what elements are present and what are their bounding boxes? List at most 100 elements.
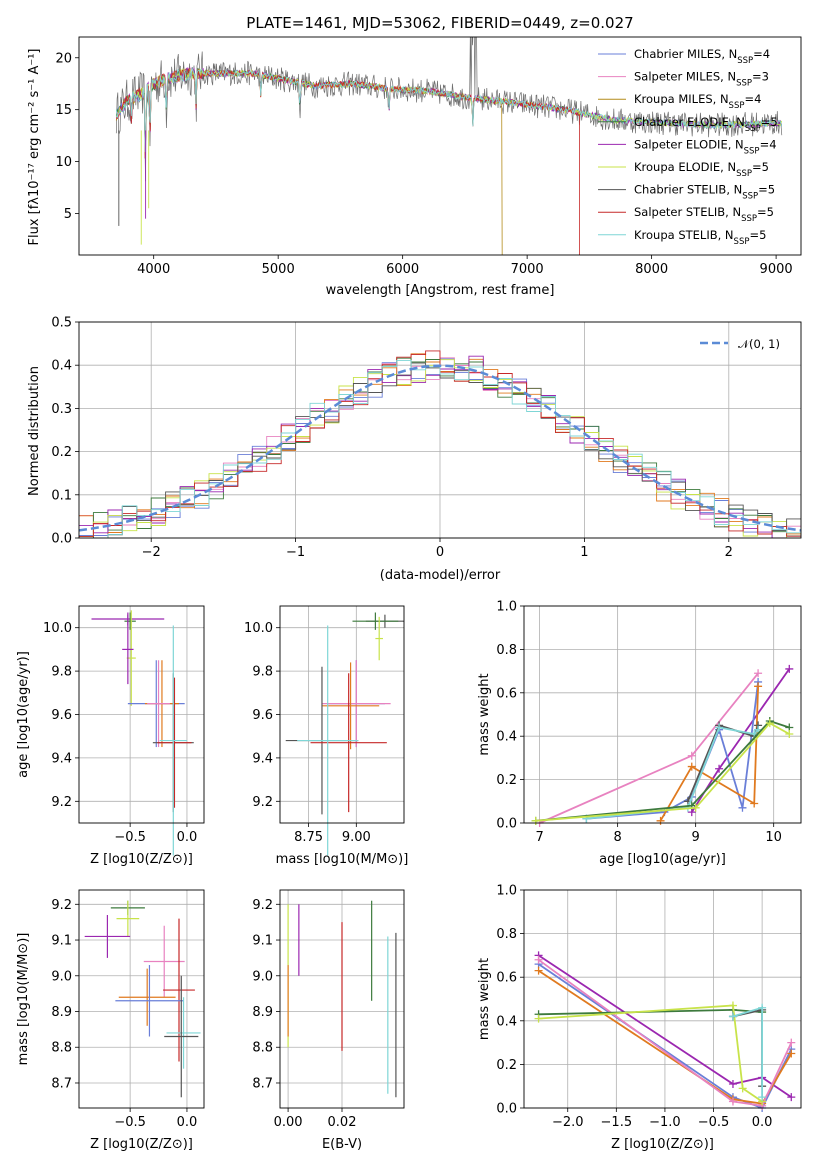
- y-tick-label: 9.4: [252, 751, 273, 766]
- mass-weight-line: [538, 1004, 763, 1103]
- plus-marker: [738, 803, 747, 812]
- legend-subscript: SSP: [736, 79, 752, 89]
- legend-eq: =3: [752, 70, 769, 84]
- legend-label: Salpeter MILES, NSSP=3: [634, 70, 769, 89]
- plus-marker: [534, 955, 543, 964]
- x-tick-label: −0.5: [114, 1115, 146, 1130]
- y-tick-label: 0.2: [496, 773, 517, 788]
- x-tick-label: −2: [142, 545, 161, 560]
- y-tick-label: 0.4: [496, 730, 517, 745]
- massweight-vs-Z-xlabel: Z [log10(Z/Z⊙)]: [611, 1137, 714, 1152]
- age-vs-Z-xlabel: Z [log10(Z/Z⊙)]: [90, 852, 193, 867]
- error-bar-point: [143, 925, 185, 998]
- plus-marker: [534, 966, 543, 975]
- y-tick-label: 0.4: [51, 359, 72, 374]
- y-tick-label: 9.2: [51, 898, 72, 913]
- y-tick-label: 20: [55, 51, 72, 66]
- x-tick-label: 0.0: [177, 830, 198, 845]
- y-tick-label: 0.6: [496, 686, 517, 701]
- y-tick-label: 9.2: [252, 898, 273, 913]
- plus-marker: [758, 1093, 767, 1102]
- mass-vs-EBV-panel: 0.00 0.02 8.7 8.8 8.9 9.0 9.1 9.2 E(B-V): [252, 889, 405, 1152]
- legend-subscript: SSP: [729, 101, 745, 111]
- legend-label: Kroupa MILES, NSSP=4: [634, 92, 761, 111]
- plus-marker: [687, 762, 696, 771]
- histogram-legend: 𝒩(0, 1): [700, 337, 780, 351]
- legend-label: Chabrier MILES, NSSP=4: [634, 47, 770, 66]
- x-tick-label: 1: [580, 545, 588, 560]
- x-tick-label: −1.0: [649, 1115, 681, 1130]
- plus-marker: [785, 664, 794, 673]
- x-tick-label: −0.5: [698, 1115, 730, 1130]
- legend-label: 𝒩(0, 1): [738, 337, 780, 351]
- y-tick-label: 8.7: [252, 1076, 273, 1091]
- x-tick-label: 9.00: [342, 830, 371, 845]
- spectrum-title: PLATE=1461, MJD=53062, FIBERID=0449, z=0…: [246, 14, 633, 32]
- x-tick-label: −2.0: [552, 1115, 584, 1130]
- legend-eq: =5: [757, 205, 774, 219]
- legend-eq: =5: [761, 115, 778, 129]
- y-tick-label: 1.0: [496, 600, 517, 615]
- spectrum-legend: Chabrier MILES, NSSP=4 Salpeter MILES, NS…: [598, 47, 778, 247]
- mass-weight-line: [535, 722, 790, 822]
- y-tick-label: 9.1: [252, 934, 273, 949]
- legend-eq: =4: [753, 47, 770, 61]
- legend-label: Salpeter ELODIE, NSSP=4: [634, 137, 777, 156]
- error-bar-point: [159, 625, 187, 856]
- age-vs-Z-panel: −0.5 0.0 9.2 9.4 9.6 9.8 10.0 Z [log10(Z/Z⊙)] ag…: [16, 605, 205, 867]
- y-tick-label: 9.6: [252, 708, 273, 723]
- x-tick-label: −1: [286, 545, 305, 560]
- y-tick-label: 0.6: [496, 971, 517, 986]
- y-tick-label: 9.0: [51, 969, 72, 984]
- plus-marker: [765, 719, 774, 728]
- error-bar-point: [164, 975, 199, 1098]
- plus-marker: [531, 816, 540, 825]
- y-tick-label: 10: [55, 155, 72, 170]
- error-bar-point: [124, 612, 136, 630]
- massweight-vs-age-xlabel: age [log10(age/yr)]: [599, 852, 726, 867]
- legend-subscript: SSP: [737, 56, 753, 66]
- y-tick-label: 0.0: [496, 817, 517, 832]
- error-bar-point: [310, 673, 387, 813]
- x-tick-label: 7000: [511, 262, 544, 277]
- model-spectrum-line: [115, 68, 503, 255]
- plus-marker: [715, 723, 724, 732]
- normal-curve: [79, 364, 801, 532]
- axes-frame: [78, 889, 205, 1109]
- axes-frame: [78, 321, 802, 539]
- x-tick-label: 9000: [760, 262, 793, 277]
- mass-vs-Z-xlabel: Z [log10(Z/Z⊙)]: [90, 1137, 193, 1152]
- plus-marker: [728, 1012, 737, 1021]
- y-tick-label: 0.3: [51, 402, 72, 417]
- error-bar-point: [157, 677, 192, 808]
- mass-weight-line: [538, 959, 793, 1107]
- spectrum-xlabel: wavelength [Angstrom, rest frame]: [326, 283, 555, 298]
- y-tick-label: 9.2: [252, 795, 273, 810]
- error-bar-point: [297, 625, 359, 856]
- mass-vs-Z-panel: −0.5 0.0 8.7 8.8 8.9 9.0 9.1 9.2 Z [log10(Z/Z⊙)]…: [16, 889, 205, 1152]
- massweight-vs-age-ylabel: mass weight: [477, 673, 492, 755]
- legend-eq: =5: [752, 160, 769, 174]
- plus-marker: [758, 1003, 767, 1012]
- plus-marker: [687, 751, 696, 760]
- x-tick-label: 5000: [262, 262, 295, 277]
- legend-eq: =5: [749, 228, 766, 242]
- plus-marker: [715, 764, 724, 773]
- y-tick-label: 8.8: [51, 1041, 72, 1056]
- legend-eq: =4: [760, 137, 777, 151]
- legend-subscript: SSP: [742, 192, 758, 202]
- error-bar-point: [118, 968, 176, 1026]
- legend-label: Salpeter STELIB, NSSP=5: [634, 205, 774, 224]
- spectrum-ylabel: Flux [fλ10⁻¹⁷ erg cm⁻² s⁻¹ A⁻¹]: [27, 49, 42, 246]
- x-tick-label: 0.02: [328, 1115, 357, 1130]
- spectrum-panel: PLATE=1461, MJD=53062, FIBERID=0449, z=0…: [27, 14, 802, 298]
- y-tick-label: 9.2: [51, 795, 72, 810]
- error-bar-point: [321, 660, 391, 748]
- massweight-vs-Z-ylabel: mass weight: [477, 958, 492, 1040]
- y-tick-label: 0.5: [51, 316, 72, 331]
- y-tick-label: 9.8: [51, 665, 72, 680]
- massweight-vs-age-panel: 7 8 9 10 0.0 0.2 0.4 0.6 0.8 1.0 age [log10(age/yr…: [477, 600, 802, 867]
- plus-marker: [787, 1049, 796, 1058]
- legend-label: Chabrier STELIB, NSSP=5: [634, 183, 775, 202]
- x-tick-label: 7: [535, 830, 543, 845]
